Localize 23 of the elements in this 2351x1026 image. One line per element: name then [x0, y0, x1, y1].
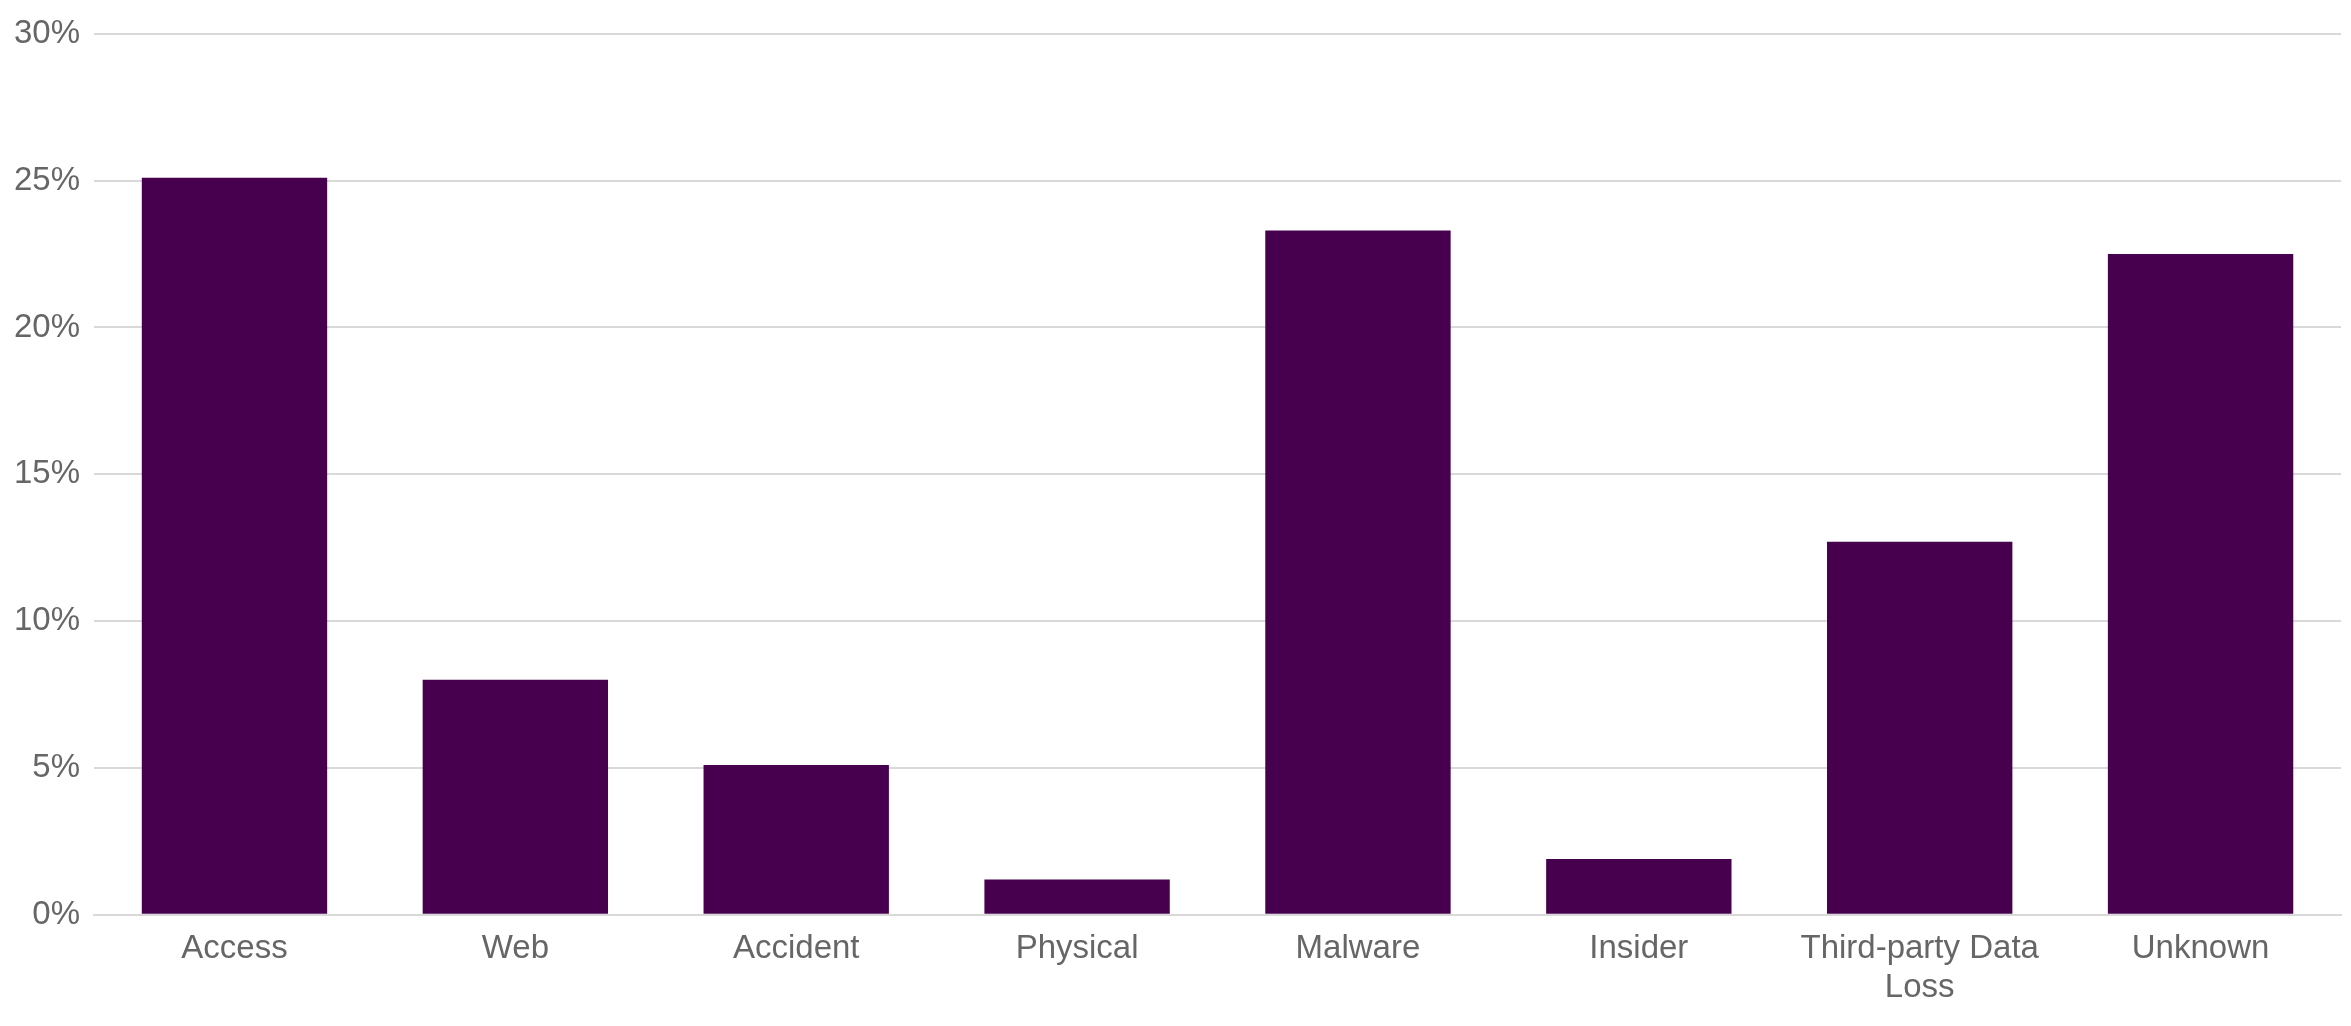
y-tick-label: 0% — [32, 893, 81, 931]
bar — [141, 177, 328, 914]
x-tick-label: Access — [181, 927, 288, 965]
y-tick-label: 10% — [13, 600, 81, 638]
bar — [703, 765, 889, 914]
x-tick-label: Unknown — [2131, 927, 2270, 965]
bar — [1546, 859, 1732, 914]
y-tick-label: 15% — [13, 453, 81, 491]
x-tick-label: Third-party Data Loss — [1800, 927, 2040, 1005]
bar — [2107, 254, 2294, 914]
x-tick-label: Physical — [1015, 927, 1139, 965]
y-tick-label: 30% — [13, 12, 81, 50]
y-tick-label: 20% — [13, 306, 81, 344]
x-tick-label: Accident — [732, 927, 860, 965]
x-tick-label: Web — [481, 927, 549, 965]
y-tick-label: 25% — [13, 159, 81, 197]
bar — [1265, 230, 1451, 914]
x-tick-label: Malware — [1295, 927, 1421, 965]
y-tick-label: 5% — [32, 747, 81, 785]
x-tick-label: Insider — [1589, 927, 1689, 965]
bar — [984, 879, 1170, 914]
bar — [422, 679, 609, 914]
bar — [1827, 541, 2013, 914]
